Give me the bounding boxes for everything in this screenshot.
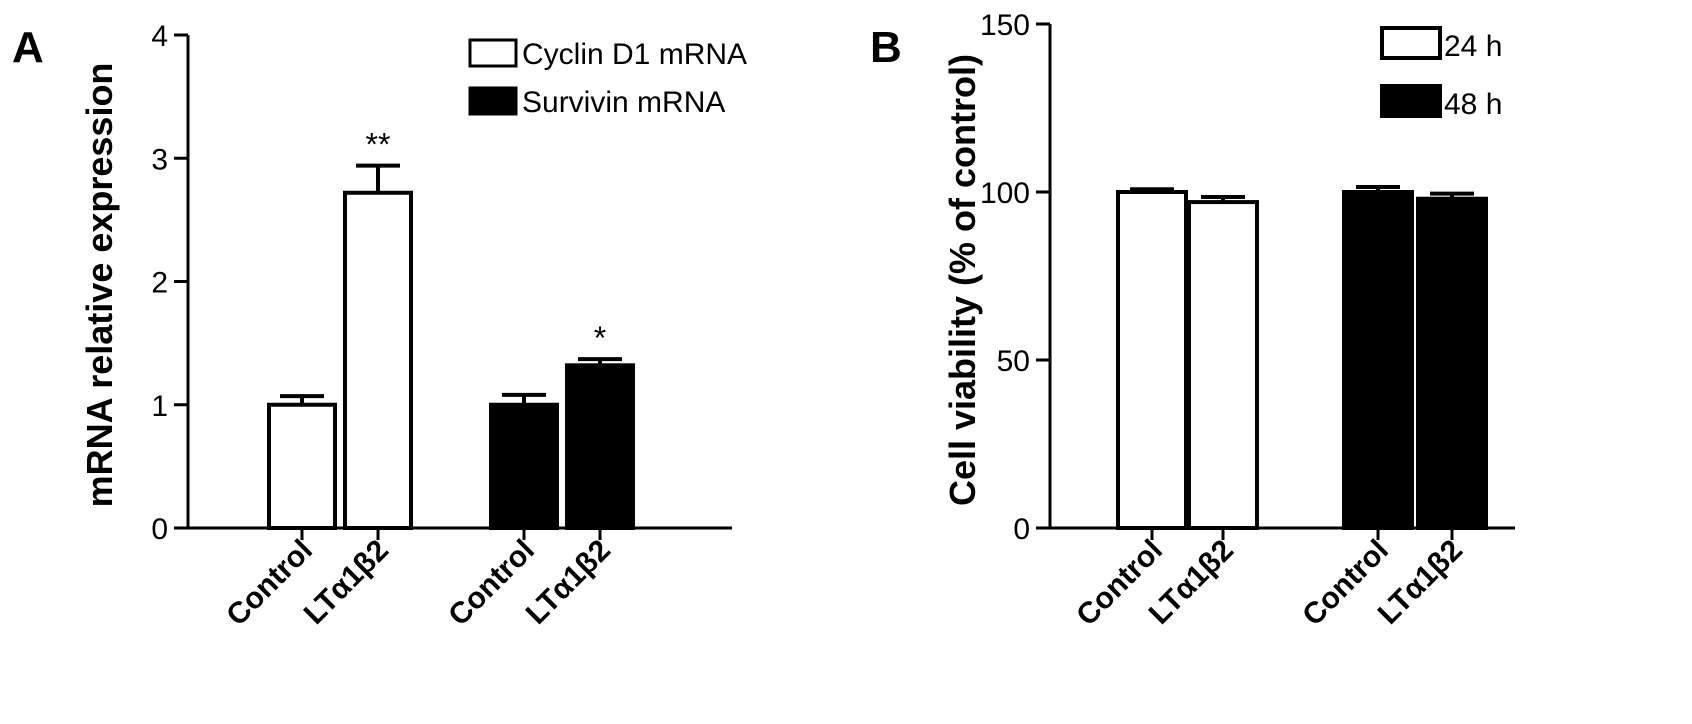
y-tick-label: 1	[151, 390, 168, 423]
bar	[489, 402, 559, 530]
chart-panel-b: 0 50 100 150 Cell viability (% of control) Co…	[942, 9, 1515, 632]
bar	[565, 363, 635, 530]
legend-label: 48 h	[1444, 88, 1502, 121]
bar	[343, 190, 413, 530]
significance-label: **	[366, 127, 391, 163]
y-tick-label: 50	[997, 345, 1030, 378]
bar	[1342, 190, 1414, 530]
legend-swatch	[468, 38, 518, 68]
legend-swatch	[1380, 84, 1442, 118]
y-tick-label: 100	[980, 177, 1030, 210]
legend-label: Cyclin D1 mRNA	[522, 38, 747, 71]
bar	[1416, 196, 1488, 530]
significance-label: *	[594, 320, 606, 356]
bar	[1187, 200, 1259, 531]
x-tick-label: LTα1β2	[298, 534, 395, 631]
x-tick-label: LTα1β2	[520, 534, 617, 631]
legend-label: Survivin mRNA	[522, 86, 725, 119]
legend: 24 h 48 h	[1380, 26, 1502, 121]
chart-panel-a: 0 1 2 3 4 mRNA relative expression Control ** LT…	[79, 20, 747, 632]
y-tick-label: 2	[151, 267, 168, 300]
legend-label: 24 h	[1444, 30, 1502, 63]
bar	[267, 402, 337, 530]
y-axis-title: mRNA relative expression	[79, 63, 120, 508]
panel-label-b: B	[870, 23, 902, 72]
legend: Cyclin D1 mRNA Survivin mRNA	[468, 38, 747, 119]
y-tick-label: 150	[980, 9, 1030, 42]
y-axis-title: Cell viability (% of control)	[942, 54, 983, 506]
bar	[1116, 190, 1188, 530]
y-tick-label: 0	[1013, 513, 1030, 546]
panel-label-a: A	[12, 23, 44, 72]
x-tick-label: Control	[1296, 534, 1395, 633]
legend-swatch	[468, 86, 518, 116]
y-tick-label: 4	[151, 20, 168, 53]
x-tick-label: Control	[442, 534, 541, 633]
y-tick-label: 3	[151, 143, 168, 176]
x-tick-label: Control	[220, 534, 319, 633]
x-tick-label: LTα1β2	[1372, 534, 1469, 631]
y-tick-label: 0	[151, 513, 168, 546]
legend-swatch	[1380, 26, 1442, 60]
